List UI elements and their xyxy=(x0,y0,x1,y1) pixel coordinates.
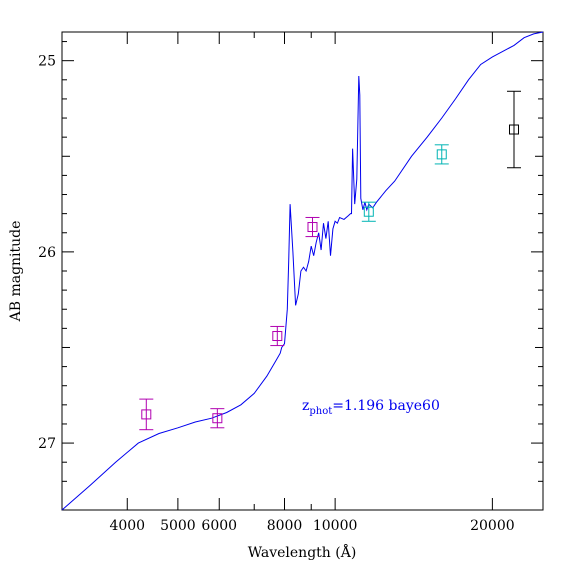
x-tick-labels: 4000 5000 6000 8000 10000 20000 xyxy=(109,518,514,534)
photometry-point xyxy=(305,216,320,238)
annotation-prefix: z xyxy=(302,398,309,414)
x-axis-label: Wavelength (Å) xyxy=(248,543,357,561)
x-tick-label: 20000 xyxy=(470,518,515,534)
annotation-suffix: =1.196 baye60 xyxy=(332,398,440,414)
template-spectrum-line xyxy=(61,31,544,511)
point-marker xyxy=(212,413,223,424)
photometric-redshift-annotation: zphot=1.196 baye60 xyxy=(302,398,440,417)
x-tick-label: 8000 xyxy=(267,518,303,534)
point-marker xyxy=(141,409,152,420)
point-marker xyxy=(363,206,374,217)
x-tick-label: 4000 xyxy=(109,518,145,534)
point-marker xyxy=(272,331,283,342)
x-tick-label: 6000 xyxy=(201,518,237,534)
photometry-point xyxy=(139,398,154,431)
photometry-point xyxy=(210,408,225,429)
annotation-subscript: phot xyxy=(309,406,332,417)
y-tick-label: 26 xyxy=(38,245,56,261)
x-tick-label: 10000 xyxy=(313,518,358,534)
photometry-point xyxy=(434,144,449,165)
plot-frame xyxy=(61,31,544,511)
point-marker xyxy=(436,149,447,160)
photometry-points xyxy=(139,90,521,431)
y-tick-labels: 25 26 27 xyxy=(38,54,56,452)
axis-ticks xyxy=(61,32,543,510)
point-marker xyxy=(508,124,519,135)
photometry-point xyxy=(361,201,376,222)
x-tick-label: 5000 xyxy=(160,518,196,534)
y-tick-label: 27 xyxy=(38,436,56,452)
y-tick-label: 25 xyxy=(38,54,56,70)
y-axis-label: AB magnitude xyxy=(8,221,24,323)
photometry-point xyxy=(506,90,521,169)
point-marker xyxy=(307,222,318,233)
photometry-point xyxy=(270,325,285,347)
